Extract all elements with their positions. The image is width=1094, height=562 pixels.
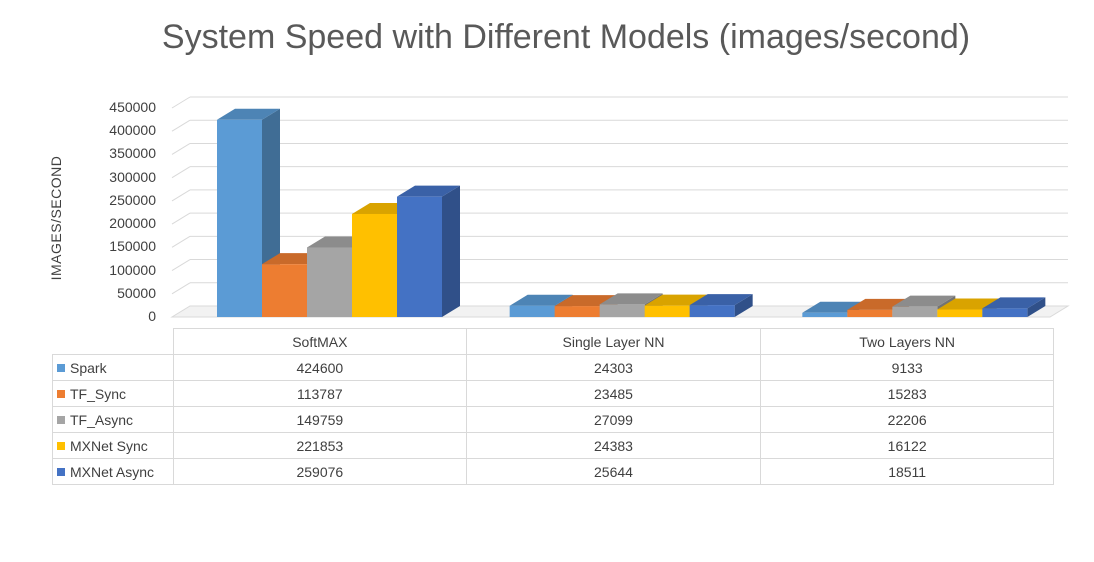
bar-mxnet-async-1 bbox=[689, 294, 753, 317]
table-row: Spark 424600 24303 9133 bbox=[52, 354, 1055, 381]
x-category-label: Single Layer NN bbox=[466, 328, 761, 355]
bar-top bbox=[599, 293, 663, 305]
bar-top bbox=[644, 294, 708, 306]
legend-key bbox=[57, 363, 65, 372]
gridline-wall-450000 bbox=[171, 96, 191, 109]
data-value-cell: 22206 bbox=[759, 406, 1055, 433]
y-tick-label: 450000 bbox=[109, 99, 156, 115]
data-value-cell: 18511 bbox=[759, 458, 1055, 485]
data-value-cell: 25644 bbox=[466, 458, 761, 485]
bar-front bbox=[599, 304, 645, 317]
series-name: TF_Async bbox=[70, 411, 134, 428]
y-tick-label: 350000 bbox=[109, 145, 156, 162]
gridline-wall-400000 bbox=[171, 119, 191, 132]
bar-front bbox=[644, 305, 690, 317]
legend-key bbox=[57, 389, 65, 398]
bar-top bbox=[397, 185, 460, 197]
data-value-cell: 16122 bbox=[759, 432, 1055, 459]
bar-front bbox=[847, 309, 893, 317]
bar-front bbox=[352, 213, 397, 317]
bar-side bbox=[734, 294, 753, 317]
legend-entry: TF_Async bbox=[52, 406, 174, 433]
x-category-label: SoftMAX bbox=[172, 328, 468, 355]
legend-entry: TF_Sync bbox=[52, 380, 174, 407]
data-table: SoftMAX Single Layer NN Two Layers NN Spark… bbox=[52, 328, 1055, 485]
legend-key bbox=[57, 467, 65, 476]
legend-entry: MXNet Sync bbox=[52, 432, 174, 459]
data-value-cell: 113787 bbox=[172, 380, 468, 407]
bar-front bbox=[509, 305, 555, 317]
bar-front bbox=[937, 309, 983, 317]
legend-key bbox=[57, 441, 65, 450]
bar-front bbox=[554, 306, 600, 317]
chart-title: System Speed with Different Models (imag… bbox=[161, 18, 971, 56]
bar-mxnet-async-0 bbox=[397, 185, 460, 317]
data-value-cell: 24383 bbox=[466, 432, 761, 459]
y-tick-label: 150000 bbox=[109, 238, 156, 255]
y-tick-label: 0 bbox=[148, 308, 156, 324]
y-tick-label: 400000 bbox=[109, 122, 156, 139]
bar-front bbox=[217, 119, 262, 317]
bar-side bbox=[1027, 297, 1046, 317]
gridline-wall-250000 bbox=[171, 189, 191, 202]
bar-front bbox=[892, 306, 938, 317]
legend-entry: MXNet Async bbox=[52, 458, 174, 485]
data-value-cell: 23485 bbox=[466, 380, 761, 407]
bar-top bbox=[689, 294, 753, 306]
gridline-wall-150000 bbox=[171, 235, 191, 248]
data-value-cell: 149759 bbox=[172, 406, 468, 433]
table-row: TF_Async 149759 27099 22206 bbox=[52, 406, 1055, 433]
table-row: MXNet Async 259076 25644 18511 bbox=[52, 458, 1055, 485]
y-tick-label: 250000 bbox=[109, 191, 156, 208]
data-value-cell: 9133 bbox=[759, 354, 1055, 381]
y-tick-label: 100000 bbox=[109, 261, 156, 278]
bars-layer bbox=[217, 108, 1046, 317]
data-value-cell: 27099 bbox=[466, 406, 761, 433]
table-corner bbox=[52, 328, 174, 355]
bar-front bbox=[397, 196, 442, 317]
bar-front bbox=[262, 264, 307, 317]
y-tick-label: 300000 bbox=[109, 168, 156, 185]
y-axis-label: IMAGES/SECOND bbox=[48, 155, 64, 281]
bar-top bbox=[892, 295, 956, 307]
series-name: MXNet Async bbox=[70, 463, 155, 480]
bar-top bbox=[982, 297, 1046, 309]
gridline-wall-300000 bbox=[171, 166, 191, 179]
data-value-cell: 15283 bbox=[759, 380, 1055, 407]
data-value-cell: 259076 bbox=[172, 458, 468, 485]
bar-top bbox=[509, 294, 573, 306]
bar-mxnet-async-2 bbox=[982, 297, 1046, 317]
x-category-label: Two Layers NN bbox=[759, 328, 1055, 355]
bar-side bbox=[442, 185, 460, 317]
series-name: MXNet Sync bbox=[70, 437, 148, 454]
data-value-cell: 24303 bbox=[466, 354, 761, 381]
bar-top bbox=[937, 298, 1001, 310]
bar-front bbox=[689, 305, 735, 317]
y-tick-label: 50000 bbox=[117, 284, 156, 301]
gridline-wall-100000 bbox=[171, 259, 191, 271]
gridline-wall-50000 bbox=[171, 282, 191, 295]
table-header-row: SoftMAX Single Layer NN Two Layers NN bbox=[52, 328, 1055, 355]
bar-top bbox=[217, 108, 280, 120]
series-name: TF_Sync bbox=[70, 385, 127, 402]
gridline-wall-350000 bbox=[171, 143, 191, 155]
data-value-cell: 221853 bbox=[172, 432, 468, 459]
legend-key bbox=[57, 415, 65, 424]
table-row: TF_Sync 113787 23485 15283 bbox=[52, 380, 1055, 407]
table-row: MXNet Sync 221853 24383 16122 bbox=[52, 432, 1055, 459]
series-name: Spark bbox=[70, 359, 107, 376]
bar-front bbox=[802, 312, 848, 317]
gridline-wall-200000 bbox=[171, 212, 191, 225]
y-tick-label: 200000 bbox=[109, 215, 156, 232]
legend-entry: Spark bbox=[52, 354, 174, 381]
chart-plot bbox=[170, 96, 1070, 318]
data-value-cell: 424600 bbox=[172, 354, 468, 381]
bar-front bbox=[982, 308, 1028, 317]
bar-front bbox=[307, 247, 352, 317]
